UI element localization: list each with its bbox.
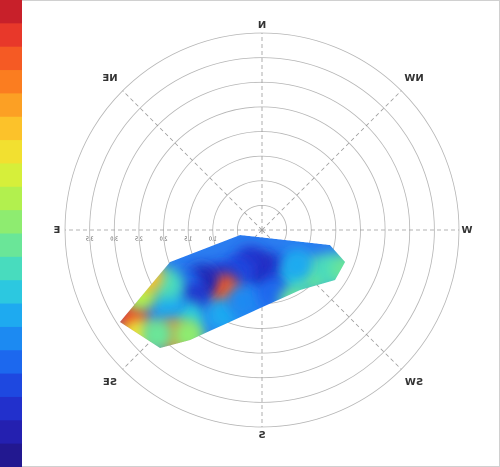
direction-label: SW [405, 377, 423, 388]
r-tick-label: 2.5 [135, 237, 143, 243]
colorbar-step [0, 396, 22, 421]
spoke [122, 90, 263, 231]
direction-label: E [53, 225, 60, 236]
r-tick-label: 3.5 [86, 237, 94, 243]
heat-cell [280, 248, 313, 281]
colorbar-step [0, 0, 22, 24]
r-tick-label: 1.5 [184, 237, 192, 243]
ring [138, 106, 386, 354]
direction-label: NW [404, 73, 423, 84]
colorbar-step [0, 350, 22, 375]
colorbar-step [0, 70, 22, 94]
colorbar-step [0, 280, 22, 305]
colorbar-step [0, 233, 22, 258]
spoke [261, 90, 402, 231]
heat-area [120, 235, 345, 348]
direction-label: S [258, 430, 265, 441]
r-tick-label: 2.0 [160, 237, 168, 243]
ring [89, 57, 435, 403]
colorbar-step [0, 116, 22, 141]
heat-cell [226, 285, 259, 318]
colorbar-step [0, 443, 22, 467]
r-tick-label: 3.0 [110, 237, 118, 243]
colorbar-step [0, 303, 22, 328]
colorbar-step [0, 140, 22, 164]
colorbar-step [0, 23, 22, 48]
direction-label: NE [102, 73, 117, 84]
colorbar-step [0, 210, 22, 234]
r-tick-label: 1.0 [209, 237, 217, 243]
colorbar-step [0, 93, 22, 118]
direction-label: N [258, 20, 266, 31]
colorbar-step [0, 46, 22, 71]
colorbar-step [0, 373, 22, 398]
colorbar-step [0, 186, 22, 211]
colorbar-step [0, 420, 22, 445]
labels: N NE E SE S SW W NW 1.0 1.5 2.0 2.5 3.0 3.5 [53, 20, 472, 441]
colorbar-step [0, 163, 22, 188]
colorbar-step [0, 326, 22, 351]
direction-label: W [461, 225, 472, 236]
direction-label: SE [103, 377, 117, 388]
colorbar-step [0, 256, 22, 281]
colorbar [0, 0, 22, 467]
spoke [261, 229, 402, 370]
